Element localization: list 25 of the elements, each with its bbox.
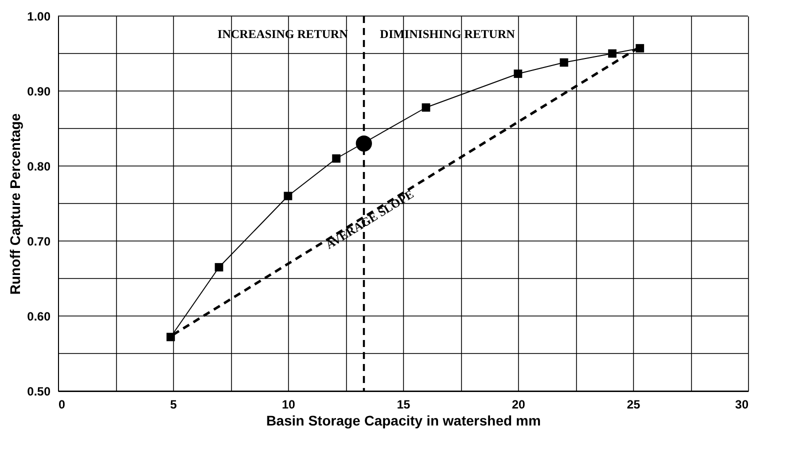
point (636, 44, 644, 52)
x-tick-label: 0 (58, 398, 66, 412)
point (166, 332, 175, 342)
point (560, 58, 568, 67)
y-tick-label: 0.80 (27, 160, 51, 174)
y-axis-title: Runoff Capture Percentage (7, 113, 24, 295)
x-tick-label: 10 (282, 398, 296, 412)
x-tick-label: 5 (170, 398, 178, 412)
y-tick-label: 0.90 (27, 84, 51, 98)
point (284, 192, 292, 200)
point (214, 263, 224, 272)
x-tick-label: 15 (396, 398, 410, 412)
x-axis-title: Basin Storage Capacity in watershed mm (266, 412, 541, 428)
point (422, 103, 430, 112)
x-tick-label: 30 (735, 398, 749, 412)
point (332, 154, 340, 163)
y-tick-label: 0.60 (27, 310, 51, 324)
point (608, 49, 616, 58)
x-tick-label: 20 (512, 398, 526, 412)
point (514, 70, 522, 78)
y-tick-label: 0.50 (27, 384, 51, 398)
x-tick-label: 25 (626, 398, 640, 412)
y-tick-label: 1.00 (27, 10, 51, 24)
point (356, 135, 372, 152)
y-tick-label: 0.70 (27, 234, 51, 248)
